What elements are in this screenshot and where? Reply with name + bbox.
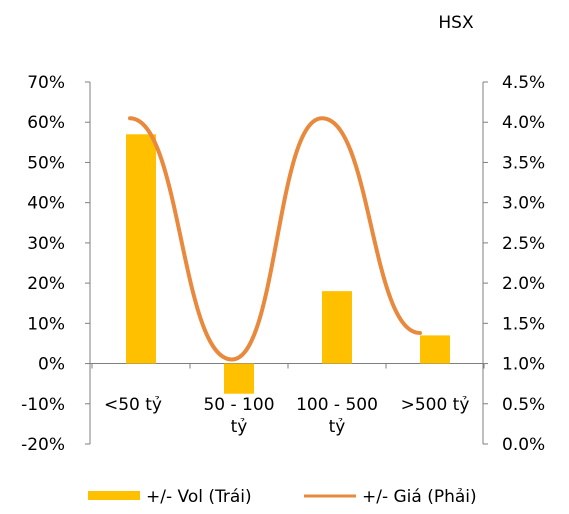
legend-bar-label: +/- Vol (Trái) <box>146 487 252 507</box>
right-tick-label: 3.0% <box>502 194 545 214</box>
right-tick-label: 0.5% <box>502 395 545 415</box>
left-tick-label: 60% <box>27 113 65 133</box>
right-tick-label: 4.0% <box>502 113 545 133</box>
category-label: 50 - 100 <box>203 395 274 415</box>
legend-line-label: +/- Giá (Phải) <box>362 487 477 507</box>
left-tick-label: 40% <box>27 194 65 214</box>
price-line <box>128 116 422 362</box>
category-label: tỷ <box>231 417 248 437</box>
right-tick-label: 2.5% <box>502 234 545 254</box>
right-tick-label: 0.0% <box>502 435 545 455</box>
legend-bar-swatch <box>88 491 140 500</box>
right-tick-label: 3.5% <box>502 153 545 173</box>
category-label: tỷ <box>329 417 346 437</box>
right-tick-label: 1.0% <box>502 355 545 375</box>
bar <box>126 134 156 364</box>
left-tick-label: 70% <box>27 73 65 93</box>
left-tick-label: 0% <box>38 355 65 375</box>
left-tick-label: 10% <box>27 314 65 334</box>
category-label: <50 tỷ <box>104 395 162 415</box>
bar <box>322 291 352 364</box>
bar <box>420 335 450 364</box>
left-tick-label: 20% <box>27 274 65 294</box>
legend: +/- Vol (Trái) +/- Giá (Phải) <box>88 487 477 507</box>
category-label: >500 tỷ <box>401 395 470 415</box>
left-tick-label: -10% <box>21 395 65 415</box>
left-tick-label: -20% <box>21 435 65 455</box>
category-label: 100 - 500 <box>296 395 378 415</box>
left-tick-label: 30% <box>27 234 65 254</box>
right-tick-label: 2.0% <box>502 274 545 294</box>
right-tick-label: 1.5% <box>502 314 545 334</box>
chart-title: HSX <box>438 13 474 33</box>
left-tick-label: 50% <box>27 153 65 173</box>
plot-area: -20% -10% 0% 10% 20% 30% 40% 50% 60% 70% 0.0% 0.5% 1… <box>21 73 545 455</box>
right-tick-label: 4.5% <box>502 73 545 93</box>
bar <box>224 363 254 394</box>
